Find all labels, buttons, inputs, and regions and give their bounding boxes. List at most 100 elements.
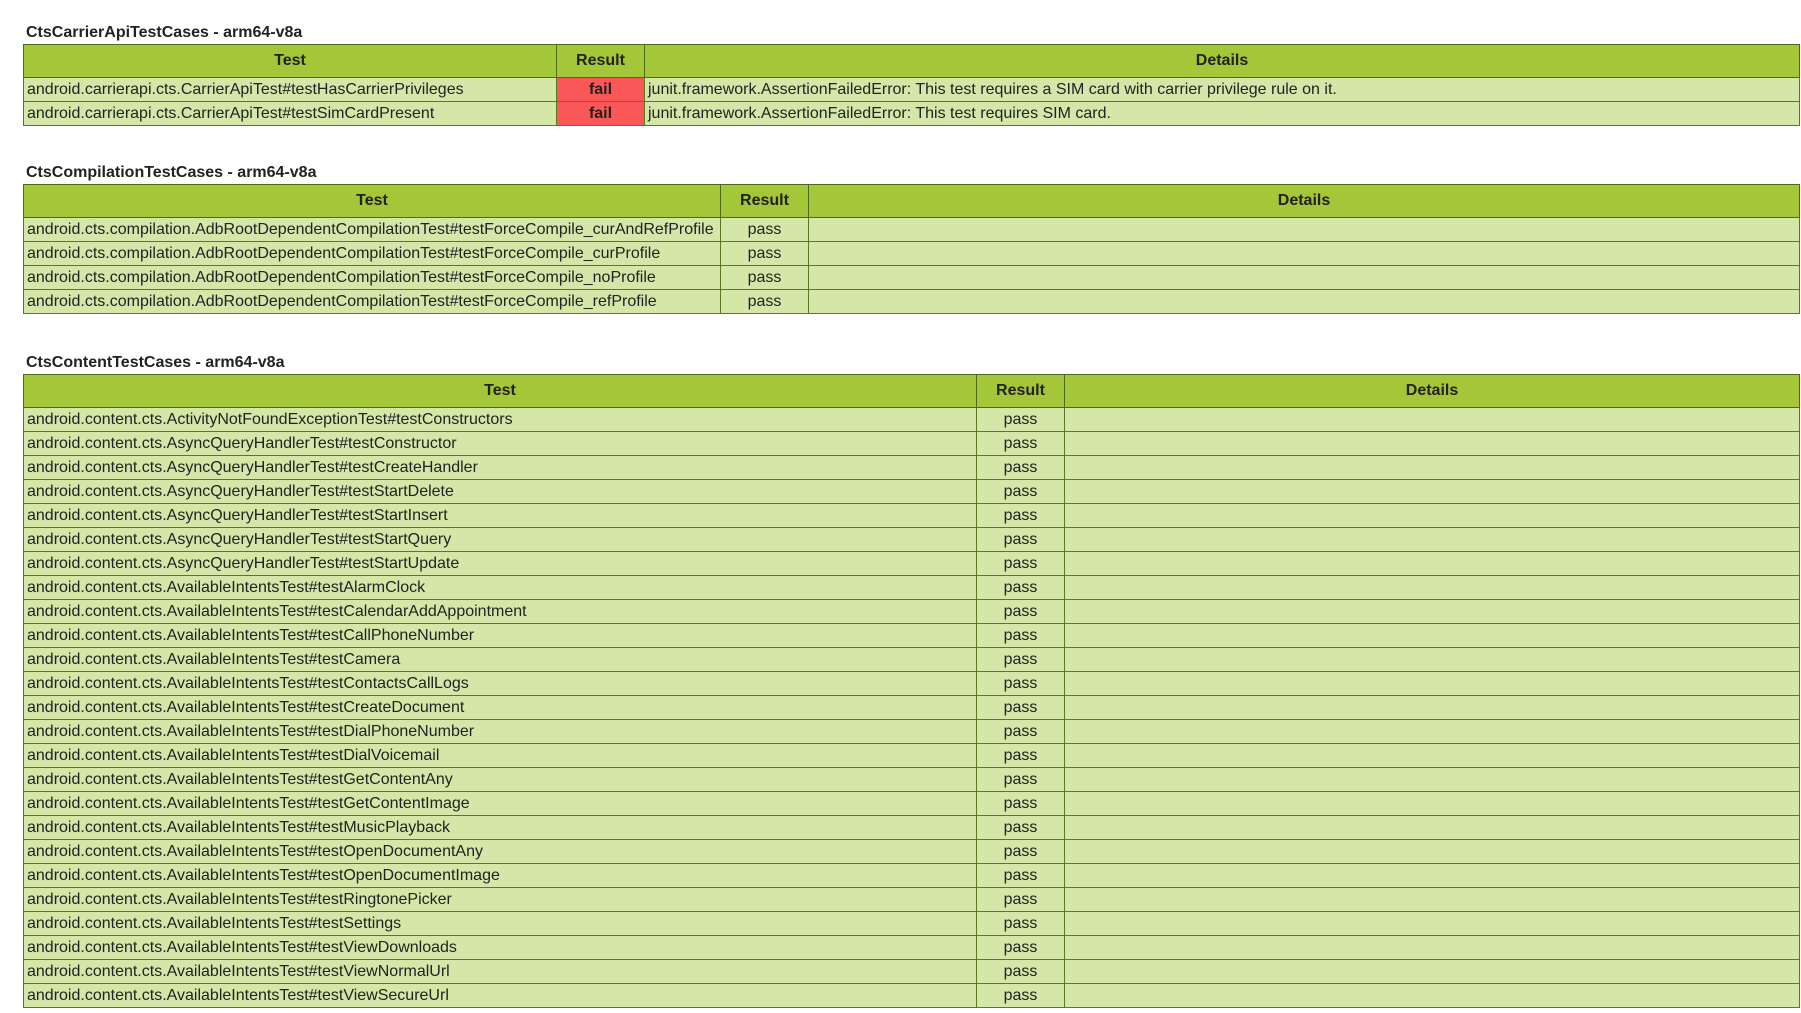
table-row: android.content.cts.AsyncQueryHandlerTes…	[23, 431, 1800, 456]
table-row: android.content.cts.AvailableIntentsTest…	[23, 695, 1800, 720]
cell-test: android.content.cts.AvailableIntentsTest…	[23, 959, 977, 984]
result-badge: pass	[976, 575, 1065, 600]
cell-details	[1064, 431, 1800, 456]
cell-details	[1064, 407, 1800, 432]
table-row: android.content.cts.AvailableIntentsTest…	[23, 623, 1800, 648]
cell-details	[1064, 767, 1800, 792]
cell-details	[808, 217, 1800, 242]
column-header-result: Result	[720, 184, 809, 218]
table-row: android.content.cts.AvailableIntentsTest…	[23, 719, 1800, 744]
results-table: Test Result Details android.content.cts.Act…	[23, 374, 1800, 1008]
cell-test: android.content.cts.AsyncQueryHandlerTes…	[23, 431, 977, 456]
cell-test: android.content.cts.ActivityNotFoundExce…	[23, 407, 977, 432]
result-badge: pass	[976, 863, 1065, 888]
result-badge: pass	[976, 479, 1065, 504]
column-header-result: Result	[556, 44, 645, 78]
result-badge: pass	[976, 599, 1065, 624]
cell-details	[808, 289, 1800, 314]
module-compilation: CtsCompilationTestCases - arm64-v8a Test…	[23, 162, 1801, 314]
cell-details	[1064, 647, 1800, 672]
cell-details: junit.framework.AssertionFailedError: Th…	[644, 77, 1800, 102]
cell-test: android.content.cts.AvailableIntentsTest…	[23, 791, 977, 816]
table-row: android.content.cts.AvailableIntentsTest…	[23, 671, 1800, 696]
results-table: Test Result Details android.carrierapi.cts.…	[23, 44, 1800, 126]
cell-details	[1064, 575, 1800, 600]
cell-details	[1064, 887, 1800, 912]
cell-test: android.content.cts.AvailableIntentsTest…	[23, 911, 977, 936]
module-title: CtsCompilationTestCases - arm64-v8a	[26, 164, 317, 181]
result-badge: pass	[976, 551, 1065, 576]
cell-test: android.content.cts.AvailableIntentsTest…	[23, 983, 977, 1008]
cell-details	[1064, 863, 1800, 888]
results-table: Test Result Details android.cts.compilation…	[23, 184, 1800, 314]
table-row: android.content.cts.AvailableIntentsTest…	[23, 911, 1800, 936]
cell-details	[1064, 815, 1800, 840]
cell-details: junit.framework.AssertionFailedError: Th…	[644, 101, 1800, 126]
result-badge: fail	[556, 101, 645, 126]
module-carrierapi: CtsCarrierApiTestCases - arm64-v8a Test R…	[23, 22, 1801, 126]
result-badge: pass	[976, 431, 1065, 456]
cell-details	[1064, 959, 1800, 984]
result-badge: pass	[976, 791, 1065, 816]
cell-test: android.content.cts.AvailableIntentsTest…	[23, 599, 977, 624]
table-header-row: Test Result Details	[23, 374, 1800, 408]
cell-test: android.content.cts.AvailableIntentsTest…	[23, 647, 977, 672]
table-row: android.content.cts.AsyncQueryHandlerTes…	[23, 551, 1800, 576]
column-header-test: Test	[23, 44, 557, 78]
module-title: CtsContentTestCases - arm64-v8a	[26, 354, 285, 371]
cell-test: android.content.cts.AsyncQueryHandlerTes…	[23, 551, 977, 576]
cell-details	[1064, 551, 1800, 576]
table-row: android.content.cts.AvailableIntentsTest…	[23, 839, 1800, 864]
cell-test: android.content.cts.AvailableIntentsTest…	[23, 815, 977, 840]
cell-test: android.content.cts.AvailableIntentsTest…	[23, 935, 977, 960]
table-row: android.carrierapi.cts.CarrierApiTest#te…	[23, 77, 1800, 102]
cell-test: android.cts.compilation.AdbRootDependent…	[23, 289, 721, 314]
cell-test: android.content.cts.AsyncQueryHandlerTes…	[23, 527, 977, 552]
result-badge: fail	[556, 77, 645, 102]
cell-test: android.content.cts.AvailableIntentsTest…	[23, 575, 977, 600]
cell-test: android.cts.compilation.AdbRootDependent…	[23, 217, 721, 242]
cell-test: android.content.cts.AvailableIntentsTest…	[23, 863, 977, 888]
column-header-details: Details	[808, 184, 1800, 218]
result-badge: pass	[976, 935, 1065, 960]
result-badge: pass	[976, 983, 1065, 1008]
cell-details	[1064, 527, 1800, 552]
cell-test: android.cts.compilation.AdbRootDependent…	[23, 241, 721, 266]
cell-test: android.content.cts.AvailableIntentsTest…	[23, 623, 977, 648]
table-row: android.content.cts.AvailableIntentsTest…	[23, 959, 1800, 984]
cell-test: android.carrierapi.cts.CarrierApiTest#te…	[23, 77, 557, 102]
cell-test: android.content.cts.AvailableIntentsTest…	[23, 695, 977, 720]
cell-details	[1064, 791, 1800, 816]
table-row: android.content.cts.AvailableIntentsTest…	[23, 575, 1800, 600]
module-content: CtsContentTestCases - arm64-v8a Test Resu…	[23, 352, 1801, 1008]
cell-details	[1064, 695, 1800, 720]
module-title: CtsCarrierApiTestCases - arm64-v8a	[26, 24, 303, 41]
result-badge: pass	[976, 839, 1065, 864]
table-row: android.cts.compilation.AdbRootDependent…	[23, 289, 1800, 314]
result-badge: pass	[720, 217, 809, 242]
column-header-test: Test	[23, 184, 721, 218]
cell-test: android.content.cts.AvailableIntentsTest…	[23, 767, 977, 792]
cell-details	[808, 265, 1800, 290]
table-row: android.content.cts.AvailableIntentsTest…	[23, 887, 1800, 912]
table-row: android.content.cts.AvailableIntentsTest…	[23, 863, 1800, 888]
result-badge: pass	[976, 455, 1065, 480]
result-badge: pass	[976, 815, 1065, 840]
result-badge: pass	[720, 241, 809, 266]
table-row: android.content.cts.AsyncQueryHandlerTes…	[23, 527, 1800, 552]
result-badge: pass	[720, 265, 809, 290]
cell-details	[1064, 455, 1800, 480]
column-header-details: Details	[1064, 374, 1800, 408]
result-badge: pass	[976, 887, 1065, 912]
table-row: android.content.cts.AvailableIntentsTest…	[23, 767, 1800, 792]
result-badge: pass	[976, 719, 1065, 744]
result-badge: pass	[976, 671, 1065, 696]
table-row: android.cts.compilation.AdbRootDependent…	[23, 265, 1800, 290]
result-badge: pass	[976, 623, 1065, 648]
result-badge: pass	[976, 767, 1065, 792]
table-row: android.content.cts.AvailableIntentsTest…	[23, 743, 1800, 768]
cell-details	[1064, 671, 1800, 696]
column-header-details: Details	[644, 44, 1800, 78]
cell-details	[1064, 719, 1800, 744]
cell-details	[1064, 983, 1800, 1008]
